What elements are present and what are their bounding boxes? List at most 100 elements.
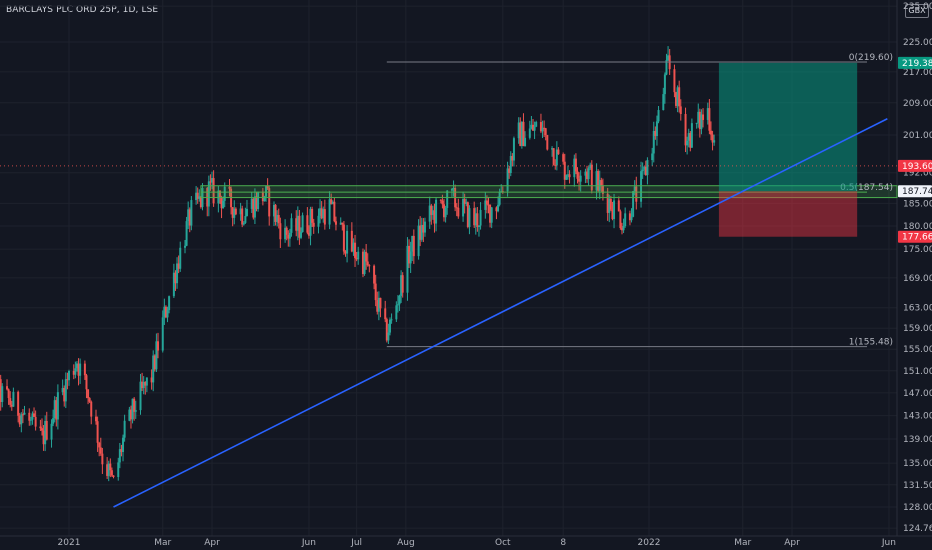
candle-body	[350, 230, 353, 252]
candle-body	[198, 196, 201, 199]
candle-body	[34, 416, 37, 427]
candle-body	[365, 251, 368, 262]
candle-body	[676, 87, 679, 106]
candle-body	[211, 178, 214, 183]
price-tick-label: 131.50	[903, 481, 932, 491]
price-badge-last	[898, 159, 932, 172]
candle-body	[433, 210, 436, 224]
price-tick-label: 124.76	[903, 524, 932, 534]
candle-body	[689, 133, 692, 148]
price-tick-label: 192.00	[903, 169, 932, 179]
candle-body	[263, 196, 266, 202]
candle-body	[601, 185, 604, 194]
candle-body	[396, 304, 399, 306]
candle-body	[63, 387, 66, 402]
candle-body	[64, 379, 67, 402]
candle-body	[66, 379, 69, 381]
candle-body	[174, 272, 177, 284]
candle-body	[506, 168, 509, 192]
price-tick-label: 185.00	[903, 199, 932, 209]
candle-body	[306, 215, 309, 233]
candle-body	[619, 211, 622, 229]
candle-body	[176, 263, 179, 284]
candle-body	[88, 398, 91, 402]
candle-body	[497, 204, 500, 212]
candle-body	[373, 265, 376, 284]
candle-body	[155, 341, 158, 370]
candle-body	[487, 204, 490, 206]
candle-body	[420, 224, 423, 240]
candle-body	[512, 138, 515, 161]
candle-body	[485, 200, 488, 205]
candle-body	[83, 363, 86, 376]
candle-body	[107, 463, 110, 476]
price-tick-label: 225.00	[903, 38, 932, 48]
candle-body	[412, 235, 415, 257]
candle-body	[39, 426, 42, 429]
candle-body	[341, 222, 344, 225]
candle-body	[620, 228, 623, 231]
candle-body	[185, 221, 188, 246]
candle-body	[654, 130, 657, 137]
price-tick-label: 147.00	[903, 389, 932, 399]
candle-body	[56, 392, 59, 420]
candle-body	[511, 156, 514, 161]
candle-body	[409, 251, 412, 264]
candle-body	[584, 171, 587, 176]
candle-body	[565, 175, 568, 180]
candle-body	[344, 251, 347, 254]
candle-body	[196, 192, 199, 199]
candle-body	[133, 398, 136, 412]
time-tick-label: Jul	[350, 538, 362, 548]
candle-body	[376, 300, 379, 312]
candle-body	[284, 227, 287, 240]
position-target-zone	[718, 62, 858, 192]
candle-body	[9, 398, 12, 405]
candle-body	[95, 416, 98, 422]
candle-body	[163, 306, 166, 318]
candle-body	[118, 449, 121, 463]
candle-body	[608, 198, 611, 213]
candle-body	[532, 124, 534, 131]
candle-body	[387, 332, 390, 341]
candle-body	[166, 310, 169, 318]
candle-body	[328, 199, 331, 225]
candle-body	[379, 297, 382, 309]
candle-body	[6, 386, 9, 390]
price-tick-label: 175.00	[903, 245, 932, 255]
position-stop-zone	[718, 191, 858, 237]
candle-body	[244, 216, 247, 223]
candle-body	[42, 430, 45, 445]
candle-body	[474, 213, 477, 226]
candle-body	[401, 275, 404, 293]
candle-body	[190, 200, 193, 226]
time-tick-label: Mar	[154, 538, 171, 548]
candle-body	[622, 226, 625, 231]
price-tick-label: 151.00	[903, 367, 932, 377]
candle-body	[468, 208, 471, 227]
candle-body	[218, 190, 221, 198]
candle-body	[606, 193, 609, 213]
candle-body	[446, 190, 449, 208]
candle-body	[68, 371, 70, 381]
candle-body	[220, 197, 223, 209]
candle-body	[579, 175, 582, 182]
candle-body	[578, 178, 581, 182]
candle-body	[295, 218, 298, 231]
candle-body	[117, 462, 120, 478]
candle-body	[279, 223, 282, 240]
candle-body	[134, 410, 137, 412]
candle-body	[333, 201, 336, 222]
candle-body	[443, 204, 446, 218]
candle-body	[667, 55, 670, 61]
candle-body	[212, 178, 215, 204]
candle-body	[339, 222, 342, 225]
price-badge-stop	[898, 230, 932, 243]
candle-body	[463, 198, 466, 204]
candle-body	[709, 130, 712, 135]
candle-body	[643, 166, 646, 170]
candle-body	[28, 412, 31, 421]
currency-badge[interactable]: GBX	[905, 4, 929, 18]
price-badge-label: 193.60	[902, 162, 932, 172]
